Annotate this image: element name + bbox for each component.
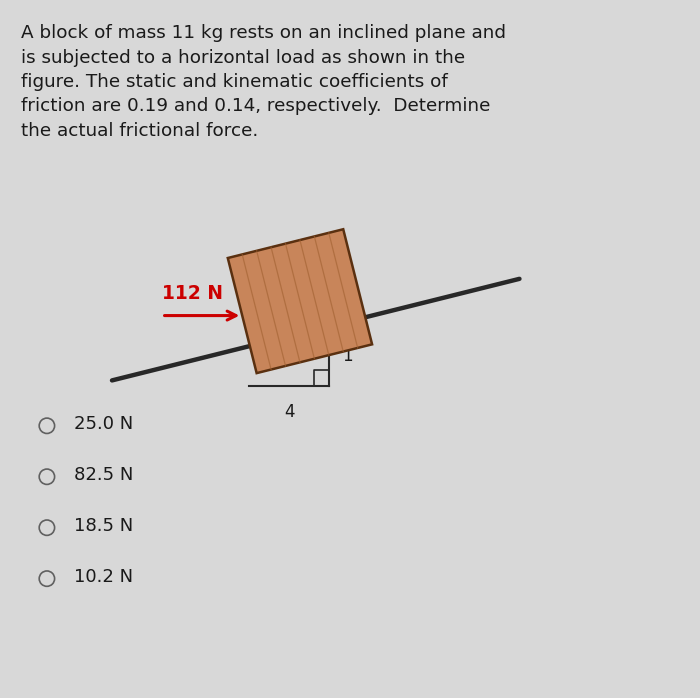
Text: 82.5 N: 82.5 N	[74, 466, 133, 484]
Text: A block of mass 11 kg rests on an inclined plane and
is subjected to a horizonta: A block of mass 11 kg rests on an inclin…	[21, 24, 506, 140]
Text: 4: 4	[284, 403, 294, 421]
Text: 25.0 N: 25.0 N	[74, 415, 133, 433]
Polygon shape	[228, 229, 372, 373]
Text: 112 N: 112 N	[162, 284, 223, 303]
Text: 18.5 N: 18.5 N	[74, 517, 133, 535]
Text: 1: 1	[342, 347, 353, 365]
Text: 10.2 N: 10.2 N	[74, 567, 132, 586]
